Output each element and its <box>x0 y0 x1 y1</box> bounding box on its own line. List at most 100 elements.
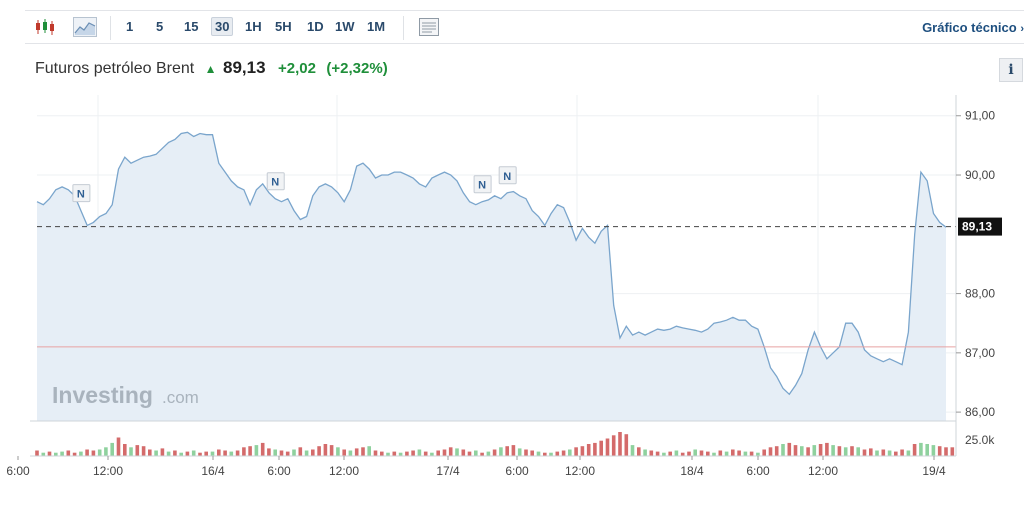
news-markers: N N N N <box>72 166 517 203</box>
volume-bar <box>843 447 848 456</box>
volume-bar <box>818 444 823 456</box>
volume-bar <box>210 451 215 456</box>
volume-bar <box>85 449 89 456</box>
volume-bar <box>693 449 697 456</box>
volume-bar <box>869 448 873 456</box>
volume-bar <box>912 444 917 456</box>
volume-bar <box>580 446 585 456</box>
watermark-brand: Investing <box>52 382 153 408</box>
volume-bar <box>517 448 522 456</box>
period-15[interactable]: 15 <box>184 19 199 34</box>
table-view-icon[interactable] <box>418 17 440 37</box>
last-price-tag-label: 89,13 <box>962 220 992 234</box>
volume-bar <box>561 450 566 456</box>
volume-bar <box>668 451 672 456</box>
volume-bar <box>599 440 603 456</box>
volume-bar <box>386 452 390 456</box>
period-1h[interactable]: 1H <box>245 19 262 34</box>
volume-bar <box>173 450 177 456</box>
volume-bar <box>235 450 240 456</box>
volume-bar <box>480 452 484 456</box>
volume-bar <box>273 449 277 456</box>
volume-bar <box>373 450 378 456</box>
volume-bar <box>54 452 58 456</box>
volume-bar <box>712 452 716 456</box>
volume-bar <box>267 448 271 456</box>
volume-bar <box>505 446 509 456</box>
period-1m[interactable]: 1M <box>367 19 386 34</box>
volume-bar <box>336 447 340 456</box>
toolbar-separator <box>403 16 404 40</box>
period-5h[interactable]: 5H <box>275 19 292 34</box>
info-button[interactable]: i <box>999 58 1023 82</box>
volume-bar <box>543 452 547 456</box>
volume-bar <box>285 451 290 456</box>
news-marker-label: N <box>77 189 85 201</box>
period-1d[interactable]: 1D <box>307 19 324 34</box>
volume-bar <box>448 447 453 456</box>
y-tick-label: 91,00 <box>965 109 995 123</box>
price-change: +2,02 <box>278 60 316 77</box>
volume-bar <box>248 446 252 456</box>
reference-lines <box>37 226 956 348</box>
volume-bar <box>737 450 741 456</box>
volume-bar <box>643 449 647 456</box>
toolbar-separator <box>110 16 111 40</box>
volume-bar <box>461 449 466 456</box>
volume-bar <box>605 438 610 456</box>
arrow-up-icon: ▲ <box>204 62 217 76</box>
volume-bar <box>611 435 616 456</box>
volume-bar <box>398 452 403 456</box>
volume-bar <box>380 451 384 456</box>
news-marker-label: N <box>503 171 511 183</box>
volume-bar <box>411 450 415 456</box>
chevron-right-icon: › <box>1020 23 1024 35</box>
period-1w[interactable]: 1W <box>335 19 355 34</box>
volume-bar <box>361 447 365 456</box>
period-1[interactable]: 1 <box>126 19 134 34</box>
volume-bar <box>229 451 234 456</box>
x-tick-label: 16/4 <box>201 464 225 478</box>
volume-bar <box>110 442 114 456</box>
volume-bar <box>154 450 158 456</box>
period-30[interactable]: 30 <box>211 17 234 36</box>
volume-bar <box>66 450 71 456</box>
x-tick-label: 6:00 <box>746 464 770 478</box>
volume-bar <box>511 445 516 456</box>
volume-bar <box>141 446 146 456</box>
volume-bar <box>342 449 346 456</box>
watermark-suffix: .com <box>162 388 199 407</box>
volume-bar <box>198 452 202 456</box>
volume-bar <box>47 451 52 456</box>
volume-bar <box>731 449 735 456</box>
volume-bar <box>825 442 829 456</box>
price-line <box>36 131 947 396</box>
volume-bar <box>467 451 472 456</box>
volume-bar <box>549 452 553 456</box>
volume-bar <box>875 450 879 456</box>
x-tick-label: 6:00 <box>267 464 291 478</box>
volume-bar <box>423 451 428 456</box>
watermark: Investing .com <box>52 382 199 408</box>
volume-bar <box>135 445 140 456</box>
period-5[interactable]: 5 <box>156 19 164 34</box>
x-tick-label: 18/4 <box>680 464 704 478</box>
volume-bar <box>486 451 491 456</box>
news-marker-label: N <box>271 177 279 189</box>
volume-bar <box>455 448 459 456</box>
volume-bar <box>768 447 773 456</box>
volume-bar <box>812 445 817 456</box>
technical-chart-link[interactable]: Gráfico técnico › <box>922 20 1024 35</box>
volume-bars <box>35 432 955 456</box>
x-tick-label: 6:00 <box>505 464 529 478</box>
volume-bar <box>950 447 955 456</box>
price-area <box>36 131 947 422</box>
volume-bar <box>756 452 760 456</box>
volume-bar <box>298 447 303 456</box>
volume-bar <box>60 451 64 456</box>
y-tick-label: 86,00 <box>965 405 995 419</box>
volume-bar <box>831 445 835 456</box>
candlestick-icon[interactable] <box>34 17 56 37</box>
x-tick-label: 17/4 <box>436 464 460 478</box>
area-chart-icon[interactable] <box>73 17 97 37</box>
